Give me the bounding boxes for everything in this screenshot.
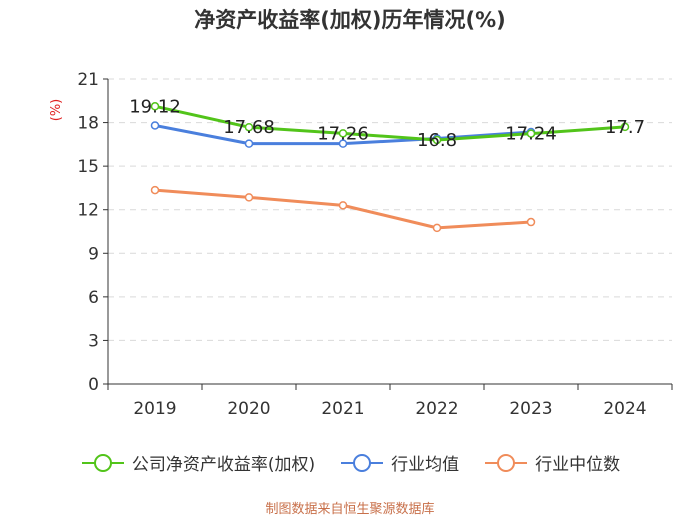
data-point — [432, 223, 442, 233]
data-point — [338, 201, 348, 210]
axis-layer: 0 3 6 9 12 15 18 21 2019 2020 2021 2022 2023 2024 (%) — [49, 70, 673, 419]
data-label: 17.7 — [605, 117, 645, 138]
legend-item[interactable]: 行业中位数 — [483, 450, 620, 475]
data-point — [338, 139, 348, 148]
data-point — [526, 217, 536, 227]
grid-layer — [108, 78, 672, 341]
legend-label: 行业均值 — [391, 455, 460, 475]
legend-marker-icon — [485, 453, 528, 472]
legend-marker-icon — [81, 453, 124, 472]
data-label: 19.12 — [129, 96, 181, 117]
series-line — [154, 104, 626, 142]
data-point — [150, 102, 160, 111]
data-point — [526, 129, 536, 138]
data-point — [620, 122, 630, 132]
legend-marker-icon — [341, 453, 384, 472]
data-point — [150, 121, 160, 130]
x-tick-label: 2020 — [227, 399, 270, 419]
data-point — [244, 122, 254, 132]
data-point — [432, 135, 442, 145]
y-tick-label: 15 — [77, 157, 99, 177]
y-tick-label: 3 — [88, 331, 99, 351]
y-tick-label: 9 — [88, 244, 99, 264]
y-tick-label: 21 — [77, 70, 99, 90]
label-layer: 19.12 17.68 17.26 16.8 17.24 17.7 — [129, 96, 645, 151]
data-label: 17.26 — [317, 123, 369, 144]
data-point — [244, 193, 254, 202]
data-point — [338, 129, 348, 138]
x-tick-label: 2021 — [321, 399, 364, 419]
legend-item[interactable]: 行业均值 — [339, 450, 459, 475]
chart-title: 净资产收益率(加权)历年情况(%) — [194, 8, 506, 32]
y-tick-label: 0 — [88, 375, 99, 395]
x-tick-label: 2022 — [415, 399, 458, 419]
legend-label: 公司净资产收益率(加权) — [131, 455, 316, 475]
legend: 公司净资产收益率(加权) 行业均值 行业中位数 — [0, 450, 700, 475]
data-label: 17.24 — [505, 124, 557, 145]
y-tick-label: 18 — [77, 114, 99, 134]
series-layer — [150, 102, 630, 233]
y-tick-label: 6 — [88, 288, 99, 308]
x-tick-label: 2023 — [509, 399, 552, 419]
data-label: 17.68 — [223, 117, 275, 138]
data-point — [244, 139, 254, 148]
data-label: 16.8 — [417, 130, 457, 151]
y-tick-label: 12 — [77, 201, 99, 221]
x-tick-label: 2019 — [133, 399, 176, 419]
x-tick-label: 2024 — [603, 399, 646, 419]
y-axis-unit: (%) — [49, 99, 64, 122]
source-note: 制图数据来自恒生聚源数据库 — [265, 502, 435, 517]
legend-label: 行业中位数 — [535, 455, 621, 475]
legend-item[interactable]: 公司净资产收益率(加权) — [80, 450, 315, 475]
data-point — [150, 185, 160, 195]
